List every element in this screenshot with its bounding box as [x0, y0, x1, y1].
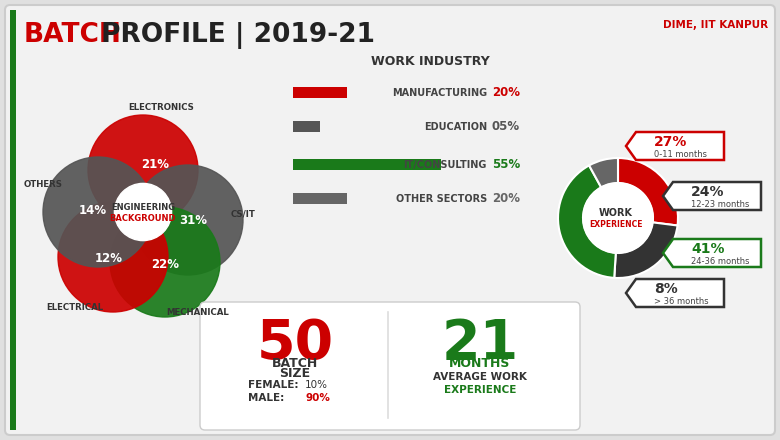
Text: BATCH: BATCH	[24, 22, 122, 48]
Text: ENGINEERING: ENGINEERING	[111, 202, 175, 212]
FancyBboxPatch shape	[293, 159, 441, 170]
Polygon shape	[626, 132, 724, 160]
Circle shape	[115, 183, 172, 241]
Text: MANUFACTURING: MANUFACTURING	[392, 88, 487, 98]
Text: 20%: 20%	[492, 192, 520, 205]
Text: SIZE: SIZE	[279, 367, 310, 380]
Text: WORK INDUSTRY: WORK INDUSTRY	[370, 55, 489, 68]
Text: > 36 months: > 36 months	[654, 297, 708, 305]
Text: BACKGROUND: BACKGROUND	[110, 213, 176, 223]
Circle shape	[110, 207, 220, 317]
Polygon shape	[626, 279, 724, 307]
FancyBboxPatch shape	[5, 5, 775, 435]
FancyBboxPatch shape	[10, 10, 16, 430]
Text: 0-11 months: 0-11 months	[654, 150, 707, 158]
Text: 10%: 10%	[305, 380, 328, 390]
FancyBboxPatch shape	[200, 302, 580, 430]
Wedge shape	[614, 222, 678, 278]
FancyBboxPatch shape	[293, 193, 347, 204]
Text: WORK: WORK	[599, 208, 633, 218]
Polygon shape	[663, 239, 761, 267]
Text: 55%: 55%	[492, 158, 520, 171]
FancyBboxPatch shape	[293, 121, 320, 132]
Text: OTHER SECTORS: OTHER SECTORS	[395, 194, 487, 203]
Text: MONTHS: MONTHS	[449, 357, 511, 370]
Text: 12-23 months: 12-23 months	[691, 199, 750, 209]
Text: 24-36 months: 24-36 months	[691, 257, 750, 265]
Text: 27%: 27%	[654, 135, 687, 149]
Text: DIME, IIT KANPUR: DIME, IIT KANPUR	[663, 20, 768, 30]
Text: 12%: 12%	[95, 252, 123, 264]
Text: 31%: 31%	[179, 213, 207, 227]
Text: 14%: 14%	[79, 203, 107, 216]
Text: FEMALE:: FEMALE:	[248, 380, 299, 390]
Text: 8%: 8%	[654, 282, 678, 296]
Text: 22%: 22%	[151, 257, 179, 271]
Text: 24%: 24%	[691, 185, 725, 199]
Text: ELECTRICAL: ELECTRICAL	[47, 303, 104, 312]
Text: 90%: 90%	[305, 393, 330, 403]
Text: OTHERS: OTHERS	[23, 180, 62, 188]
Text: IT/CONSULTING: IT/CONSULTING	[403, 160, 487, 169]
Text: MECHANICAL: MECHANICAL	[167, 308, 229, 316]
Circle shape	[133, 165, 243, 275]
Wedge shape	[589, 158, 618, 187]
Text: EDUCATION: EDUCATION	[424, 121, 487, 132]
Text: MALE:: MALE:	[248, 393, 284, 403]
Text: 50: 50	[257, 317, 334, 371]
Text: 41%: 41%	[691, 242, 725, 256]
Circle shape	[43, 157, 153, 267]
Wedge shape	[618, 158, 678, 226]
Text: EXPERIENCE: EXPERIENCE	[589, 220, 643, 228]
Circle shape	[583, 183, 653, 253]
Wedge shape	[558, 165, 615, 278]
Text: PROFILE | 2019-21: PROFILE | 2019-21	[92, 22, 375, 49]
Text: CS/IT: CS/IT	[231, 209, 255, 219]
FancyBboxPatch shape	[293, 87, 347, 98]
Text: 05%: 05%	[492, 120, 520, 133]
Text: 21%: 21%	[141, 158, 169, 171]
Text: ELECTRONICS: ELECTRONICS	[128, 103, 194, 111]
Polygon shape	[663, 182, 761, 210]
Text: BATCH: BATCH	[272, 357, 318, 370]
Circle shape	[88, 115, 198, 225]
Text: EXPERIENCE: EXPERIENCE	[444, 385, 516, 395]
Text: 20%: 20%	[492, 86, 520, 99]
Text: AVERAGE WORK: AVERAGE WORK	[433, 372, 527, 382]
Circle shape	[58, 202, 168, 312]
Text: 21: 21	[441, 317, 519, 371]
